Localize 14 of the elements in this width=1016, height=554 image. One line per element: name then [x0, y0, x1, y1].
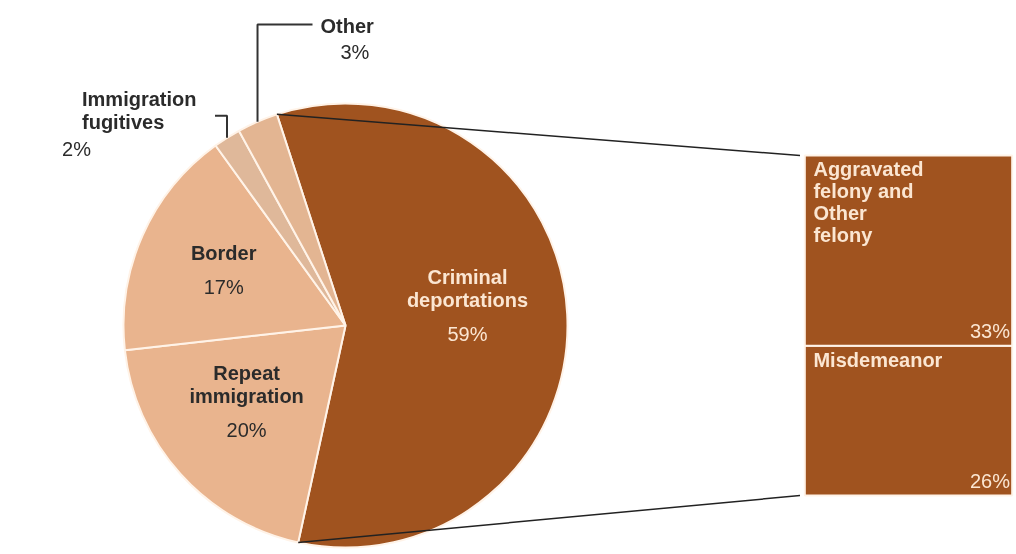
data-label: 2% [62, 137, 92, 160]
series-label: Misdemeanor [813, 348, 943, 371]
slice-label: Other [320, 14, 375, 37]
data-label: 59% [447, 323, 488, 346]
slice-label: Border [190, 241, 257, 264]
data-label: 26% [969, 470, 1011, 493]
data-label: 20% [226, 418, 267, 441]
slice-label: Immigration fugitives [82, 87, 197, 133]
slice-label: Repeat immigration [189, 361, 304, 407]
series-label: Aggravated felony and Other felony [813, 158, 924, 247]
data-label: 17% [203, 275, 244, 298]
data-label: 33% [969, 320, 1011, 343]
data-label: 3% [340, 40, 370, 63]
slice-label: Criminal deportations [406, 266, 529, 312]
